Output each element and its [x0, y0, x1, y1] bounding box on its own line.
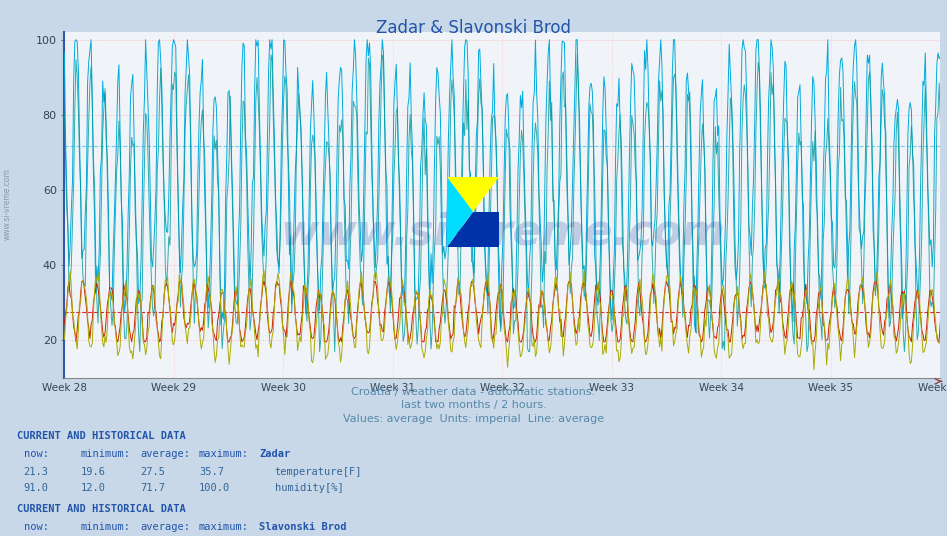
Text: minimum:: minimum: — [80, 522, 131, 532]
Text: average:: average: — [140, 449, 190, 459]
Text: 100.0: 100.0 — [199, 483, 230, 493]
Text: minimum:: minimum: — [80, 449, 131, 459]
Text: average:: average: — [140, 522, 190, 532]
Text: Values: average  Units: imperial  Line: average: Values: average Units: imperial Line: av… — [343, 414, 604, 424]
Text: 91.0: 91.0 — [24, 483, 48, 493]
Text: Zadar & Slavonski Brod: Zadar & Slavonski Brod — [376, 19, 571, 37]
Text: Zadar: Zadar — [259, 449, 291, 459]
Text: now:: now: — [24, 522, 48, 532]
Text: 27.5: 27.5 — [140, 467, 165, 477]
Text: CURRENT AND HISTORICAL DATA: CURRENT AND HISTORICAL DATA — [17, 504, 186, 515]
Text: humidity[%]: humidity[%] — [275, 483, 344, 493]
Text: last two months / 2 hours.: last two months / 2 hours. — [401, 400, 546, 411]
Text: 71.7: 71.7 — [140, 483, 165, 493]
Text: maximum:: maximum: — [199, 522, 249, 532]
Text: www.si-vreme.com: www.si-vreme.com — [3, 168, 12, 240]
Text: 12.0: 12.0 — [80, 483, 105, 493]
Text: CURRENT AND HISTORICAL DATA: CURRENT AND HISTORICAL DATA — [17, 431, 186, 442]
Text: now:: now: — [24, 449, 48, 459]
Polygon shape — [447, 177, 499, 212]
Text: 35.7: 35.7 — [199, 467, 223, 477]
Text: Slavonski Brod: Slavonski Brod — [259, 522, 347, 532]
Text: maximum:: maximum: — [199, 449, 249, 459]
Text: Croatia / weather data - automatic stations.: Croatia / weather data - automatic stati… — [351, 387, 596, 397]
Text: 21.3: 21.3 — [24, 467, 48, 477]
Text: 19.6: 19.6 — [80, 467, 105, 477]
Polygon shape — [447, 177, 474, 247]
Text: temperature[F]: temperature[F] — [275, 467, 362, 477]
Text: www.si-vreme.com: www.si-vreme.com — [280, 212, 724, 254]
Polygon shape — [447, 212, 499, 247]
